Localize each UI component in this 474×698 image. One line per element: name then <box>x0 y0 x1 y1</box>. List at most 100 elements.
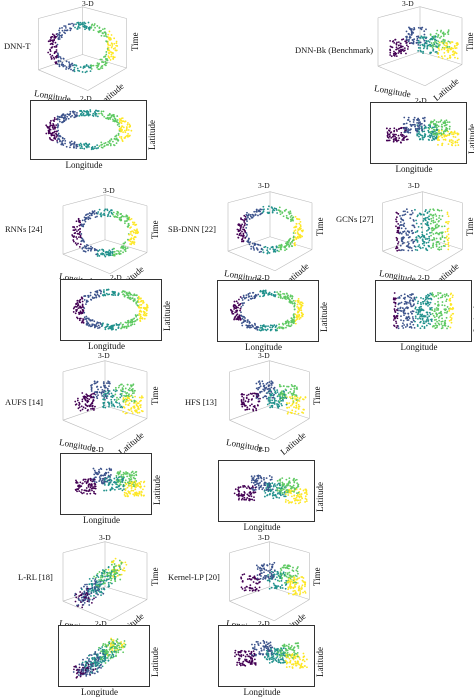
dnn-bk-2d-point <box>452 142 454 145</box>
aufs-2d-point <box>125 471 127 473</box>
dnn-bk-3d-point <box>433 42 435 44</box>
dnn-t-2d-point <box>54 126 57 129</box>
aufs-3d-point <box>135 403 138 406</box>
gcns-2d-point <box>393 292 396 294</box>
dnn-bk-2d-point <box>433 133 435 136</box>
dnn-bk-2d-point <box>392 140 395 143</box>
dnn-t-2d-point <box>66 115 69 118</box>
dnn-t-3d-point <box>49 38 52 41</box>
dnn-t-3d-point <box>104 35 107 37</box>
dnn-t-3d-point <box>104 62 107 65</box>
gcns-3d-point <box>429 222 432 225</box>
aufs-3d-point <box>137 402 140 405</box>
sb-dnn-3d-point <box>278 244 281 247</box>
sb-dnn-3d-point <box>270 246 273 249</box>
sb-dnn-2d-point <box>250 295 253 298</box>
hfs-3d-point <box>288 402 291 405</box>
aufs-3d-point <box>104 384 106 387</box>
dnn-bk-2d-point <box>423 124 426 127</box>
hfs-3d-point <box>242 397 245 399</box>
dnn-t-3d-point <box>57 59 60 62</box>
sb-dnn-2d-point <box>293 305 296 308</box>
sb-dnn-2d-point <box>297 311 300 314</box>
gcns-2d-point <box>444 295 447 298</box>
gcns-2d-point <box>396 315 399 318</box>
gcns-2d-point <box>393 314 396 317</box>
dnn-t-3d-point <box>94 26 96 29</box>
dnn-t-3d-point <box>55 61 58 63</box>
hfs-3d-point <box>267 400 270 402</box>
hfs-3d-point <box>276 389 279 392</box>
dnn-t-3d-point <box>75 64 78 67</box>
dnn-t-2d-point <box>48 130 50 133</box>
aufs-3d-point <box>86 399 89 402</box>
dnn-t-3d-point <box>64 32 67 35</box>
rnns-2d-point <box>85 322 88 325</box>
dnn-t-2d-point <box>126 134 128 137</box>
hfs-3d-point <box>247 393 250 396</box>
gcns-3d-point <box>407 236 410 239</box>
sb-dnn-2d-point <box>273 291 276 293</box>
sb-dnn-2d-point <box>252 325 254 328</box>
aufs-3d-point <box>138 411 141 414</box>
dnn-t-3d-point <box>61 29 64 32</box>
sb-dnn-3d-point <box>278 206 281 209</box>
dnn-bk-2d-point <box>405 122 408 125</box>
gcns-3d-point <box>399 244 402 247</box>
gcns-3d-point <box>419 247 422 250</box>
dnn-bk-3d-point <box>425 28 427 31</box>
gcns-3d-point <box>432 246 435 249</box>
aufs-3d-point <box>116 396 118 399</box>
dnn-t-2d-point <box>113 137 116 140</box>
dnn-bk-3d-point <box>442 35 445 37</box>
hfs-2d-point <box>246 493 249 496</box>
aufs-2d-plot <box>60 453 152 515</box>
dnn-bk-2d-point <box>432 120 435 123</box>
hfs-2d-point <box>283 491 286 494</box>
gcns-3d-point <box>416 241 419 243</box>
sb-dnn-3d-point <box>294 236 297 239</box>
dnn-bk-2d-point <box>393 127 396 130</box>
dnn-t-3d-point <box>96 62 99 65</box>
hfs-2d-point <box>253 496 255 499</box>
gcns-3d-point <box>397 242 399 245</box>
hfs-3d-point <box>301 398 304 401</box>
gcns-2d-point <box>408 326 411 329</box>
dnn-bk-3d-point <box>443 44 446 46</box>
dnn-t-3d-point <box>55 45 58 48</box>
sb-dnn-2d-point <box>234 311 237 314</box>
hfs-2d-point <box>297 499 300 502</box>
rnns-3d-point <box>106 209 109 212</box>
dnn-t-3d-point <box>56 63 59 65</box>
rnns-2d-point <box>72 311 75 313</box>
rnns-3d-point <box>122 251 124 254</box>
dnn-bk-2d-point <box>437 121 440 124</box>
dnn-t-3d-point <box>87 27 90 30</box>
gcns-2d-point <box>409 296 411 299</box>
hfs-2d-point <box>237 488 239 491</box>
sb-dnn-2d-point <box>287 320 289 323</box>
sb-dnn-3d-box-edge <box>227 250 276 272</box>
dnn-t-2d-point <box>80 112 83 115</box>
aufs-3d-point <box>139 406 142 409</box>
aufs-2d-point <box>79 481 82 484</box>
hfs-2d-point <box>290 495 293 498</box>
gcns-3d-point <box>435 243 438 246</box>
sb-dnn-3d-point <box>294 226 297 229</box>
dnn-t-2d-point <box>103 115 106 118</box>
dnn-t-2d-point <box>58 120 61 123</box>
gcns-2d-point <box>440 314 442 317</box>
rnns-3d-point <box>125 214 128 217</box>
sb-dnn-3d-point <box>291 216 294 219</box>
gcns-3d-point <box>400 218 403 221</box>
rnns-2d-point <box>121 323 124 326</box>
aufs-3d-point <box>88 395 91 398</box>
sb-dnn-3d-point <box>241 240 243 243</box>
sb-dnn-3d-point <box>291 245 294 248</box>
rnns-2d-point <box>140 310 143 313</box>
sb-dnn-3d-point <box>299 220 302 223</box>
rnns-3d-point <box>106 251 109 254</box>
gcns-3d-point <box>433 236 435 239</box>
rnns-2d-point <box>92 297 94 300</box>
rnns-2d-point <box>90 325 93 328</box>
